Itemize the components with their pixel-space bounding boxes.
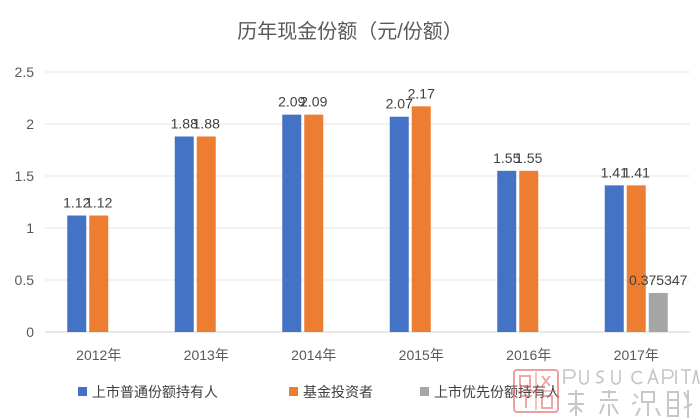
bar-2-2: [196, 136, 216, 332]
data-label: 1.55: [493, 150, 520, 166]
data-label: 1.41: [601, 164, 628, 180]
y-tick-label: 0.5: [15, 272, 35, 288]
data-label: 1.41: [623, 164, 650, 180]
bar-2-6: [626, 185, 646, 332]
x-axis-ticks: 2012年 2013年 2014年 2015年 2016年 2017年: [76, 347, 659, 363]
legend-label: 基金投资者: [303, 384, 373, 400]
chart-title: 历年现金份额（元/份额）: [237, 20, 463, 43]
x-tick-label: 2016年: [506, 347, 551, 363]
bar-1-1: [67, 215, 87, 332]
y-axis-ticks: 0 0.5 1 1.5 2 2.5: [15, 64, 35, 340]
data-label: 0.375347: [629, 272, 688, 288]
bar-2-3: [304, 114, 324, 332]
bar-1-3: [282, 114, 302, 332]
bar-2-1: [89, 215, 109, 332]
bar-1-6: [604, 185, 624, 332]
x-tick-label: 2014年: [291, 347, 336, 363]
legend-label: 上市普通份额持有人: [92, 384, 218, 400]
bar-1-4: [389, 116, 409, 332]
y-tick-label: 0: [26, 324, 34, 340]
legend-swatch: [289, 387, 298, 396]
y-tick-label: 2.5: [15, 64, 35, 80]
x-tick-label: 2013年: [184, 347, 229, 363]
x-tick-label: 2017年: [614, 347, 659, 363]
data-label: 1.12: [63, 195, 90, 211]
bar-2-4: [411, 106, 431, 332]
legend-swatch: [420, 387, 429, 396]
x-tick-label: 2012年: [76, 347, 121, 363]
x-tick-label: 2015年: [399, 347, 444, 363]
data-label: 1.55: [515, 150, 542, 166]
data-label: 1.88: [193, 115, 220, 131]
y-tick-label: 1.5: [15, 168, 35, 184]
bar-1-5: [497, 170, 517, 332]
data-label: 2.07: [386, 96, 413, 112]
bar-1-2: [174, 136, 194, 332]
bars: [67, 106, 668, 332]
bar-2-5: [519, 170, 539, 332]
data-labels: 1.121.12 1.881.88 2.092.09 2.072.17 1.551.55…: [63, 85, 688, 288]
data-label: 2.17: [408, 85, 435, 101]
watermark-wordmark-logo: [563, 367, 700, 418]
legend: 上市普通份额持有人 基金投资者 上市优先份额持有人: [78, 384, 560, 400]
data-label: 1.88: [171, 115, 198, 131]
y-tick-label: 2: [26, 116, 34, 132]
watermark-seal-logo: [513, 369, 559, 413]
data-label: 2.09: [300, 94, 327, 110]
y-tick-label: 1: [26, 220, 34, 236]
bar-3-6: [648, 292, 668, 332]
data-label: 1.12: [85, 195, 112, 211]
data-label: 2.09: [278, 94, 305, 110]
gridlines: [45, 71, 690, 333]
legend-swatch: [78, 387, 87, 396]
